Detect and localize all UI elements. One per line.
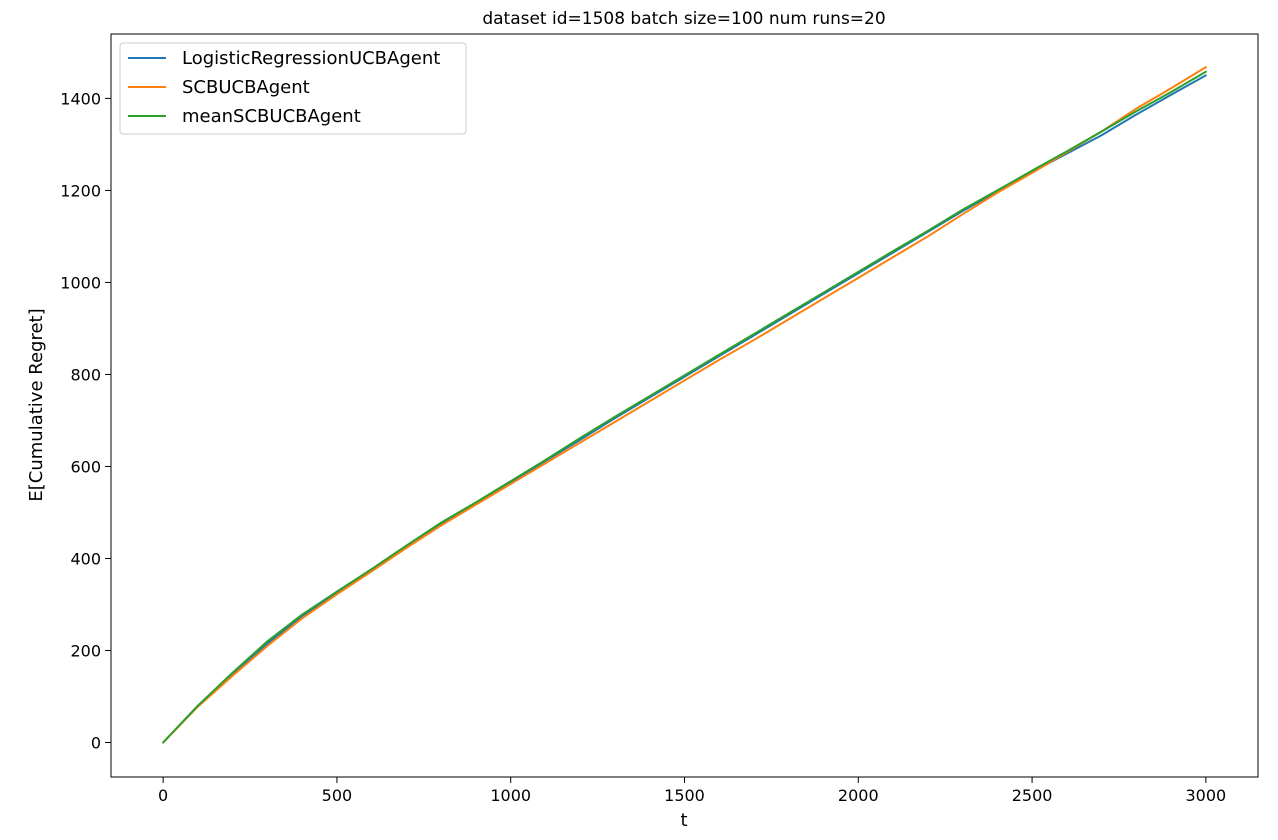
y-axis-ticks: 0 200 400 600 800 1000 1200 1400	[60, 89, 111, 752]
plot-frame	[110, 33, 1259, 778]
x-tick-label: 2000	[838, 786, 879, 805]
legend-label: meanSCBUCBAgent	[182, 106, 361, 127]
x-axis-ticks: 0 500 1000 1500 2000 2500 3000	[158, 777, 1226, 805]
legend: LogisticRegressionUCBAgent SCBUCBAgent mea…	[119, 42, 467, 135]
legend-label: LogisticRegressionUCBAgent	[182, 48, 440, 69]
x-tick-label: 0	[158, 786, 168, 805]
legend-box	[119, 42, 467, 135]
y-tick-label: 600	[70, 457, 101, 476]
x-tick-label: 1000	[490, 786, 531, 805]
y-tick-label: 200	[70, 641, 101, 660]
y-tick-label: 1200	[60, 181, 101, 200]
x-axis-label: t	[680, 810, 687, 831]
chart-title: dataset id=1508 batch size=100 num runs=…	[482, 9, 885, 29]
x-tick-label: 3000	[1186, 786, 1227, 805]
y-tick-label: 1400	[60, 89, 101, 108]
y-tick-label: 800	[70, 365, 101, 384]
series-line-1	[162, 66, 1207, 744]
series-line-2	[162, 70, 1207, 744]
x-tick-label: 2500	[1012, 786, 1053, 805]
legend-label: SCBUCBAgent	[182, 77, 310, 98]
x-tick-label: 1500	[664, 786, 705, 805]
y-tick-label: 400	[70, 549, 101, 568]
y-tick-label: 1000	[60, 273, 101, 292]
y-tick-label: 0	[91, 733, 101, 752]
x-tick-label: 500	[322, 786, 353, 805]
plot-area	[162, 66, 1207, 744]
y-axis-label: E[Cumulative Regret]	[26, 308, 47, 501]
